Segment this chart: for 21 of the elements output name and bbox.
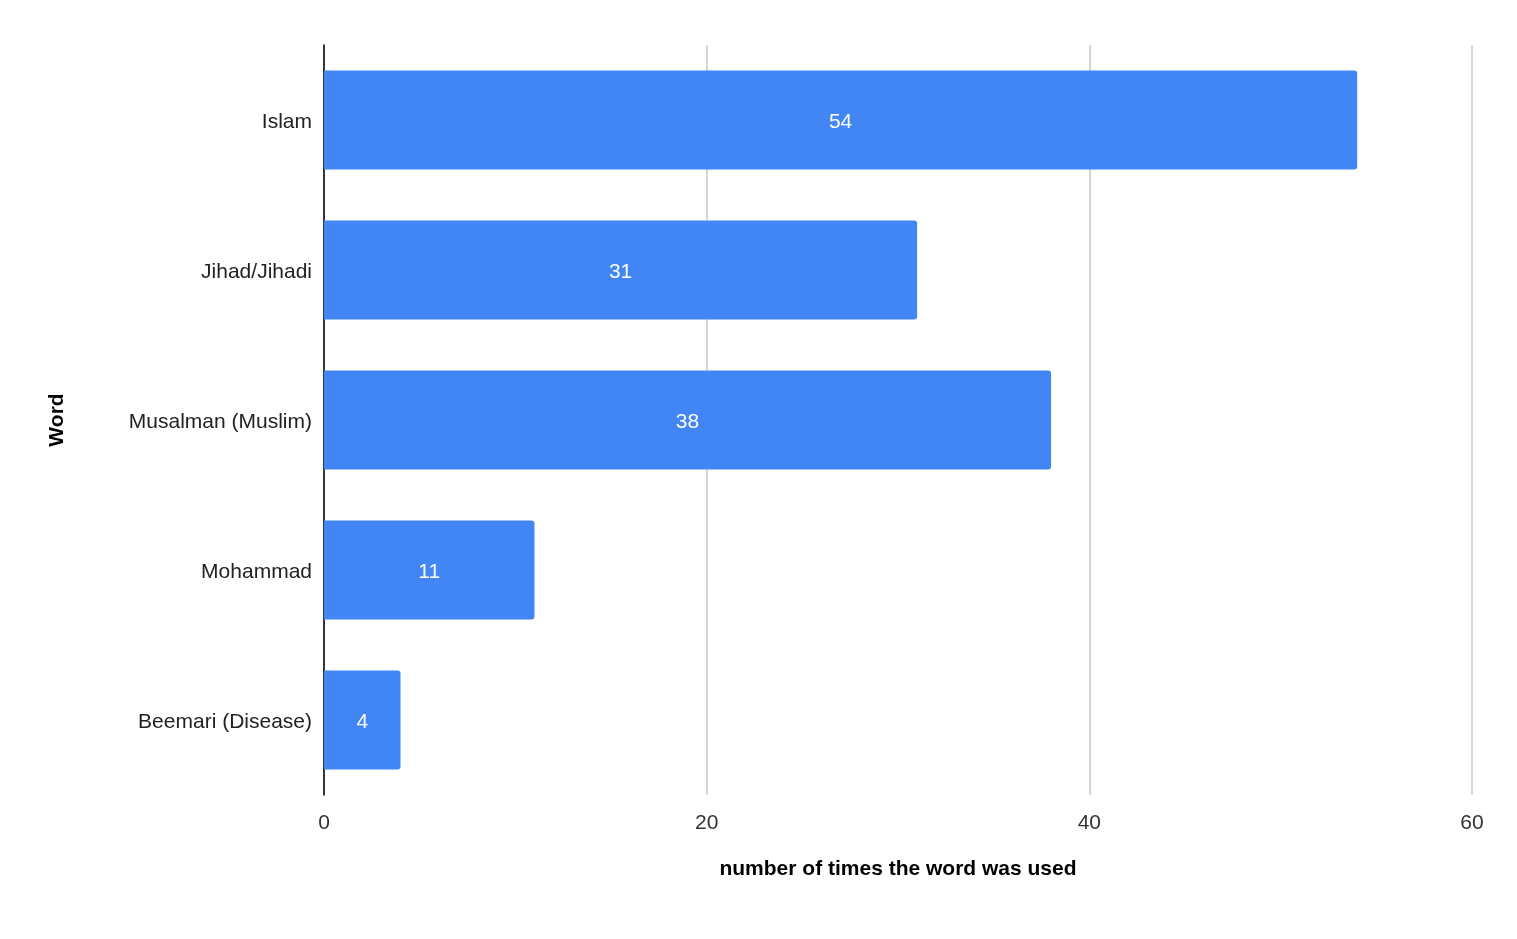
y-tick-label: Mohammad	[201, 558, 312, 582]
data-label: 54	[828, 108, 853, 132]
data-label: 4	[356, 708, 369, 732]
y-axis-title: Word	[44, 393, 67, 447]
bar	[324, 520, 535, 620]
x-tick-label: 60	[1460, 810, 1484, 833]
bar	[324, 220, 918, 320]
data-label: 11	[418, 558, 441, 582]
x-tick-label: 40	[1077, 810, 1102, 833]
bar	[324, 670, 401, 770]
bar	[324, 370, 1052, 470]
x-tick-label: 20	[694, 810, 719, 833]
x-tick-label: 0	[318, 810, 330, 833]
bar	[324, 70, 1358, 170]
y-tick-label: Jihad/Jihadi	[201, 258, 312, 282]
data-label: 38	[675, 408, 700, 432]
x-axis-title: number of times the word was used	[719, 856, 1077, 879]
y-tick-label: Beemari (Disease)	[138, 708, 312, 732]
y-tick-label: Musalman (Muslim)	[128, 408, 312, 432]
data-label: 31	[608, 258, 633, 282]
y-tick-label: Islam	[261, 108, 312, 132]
